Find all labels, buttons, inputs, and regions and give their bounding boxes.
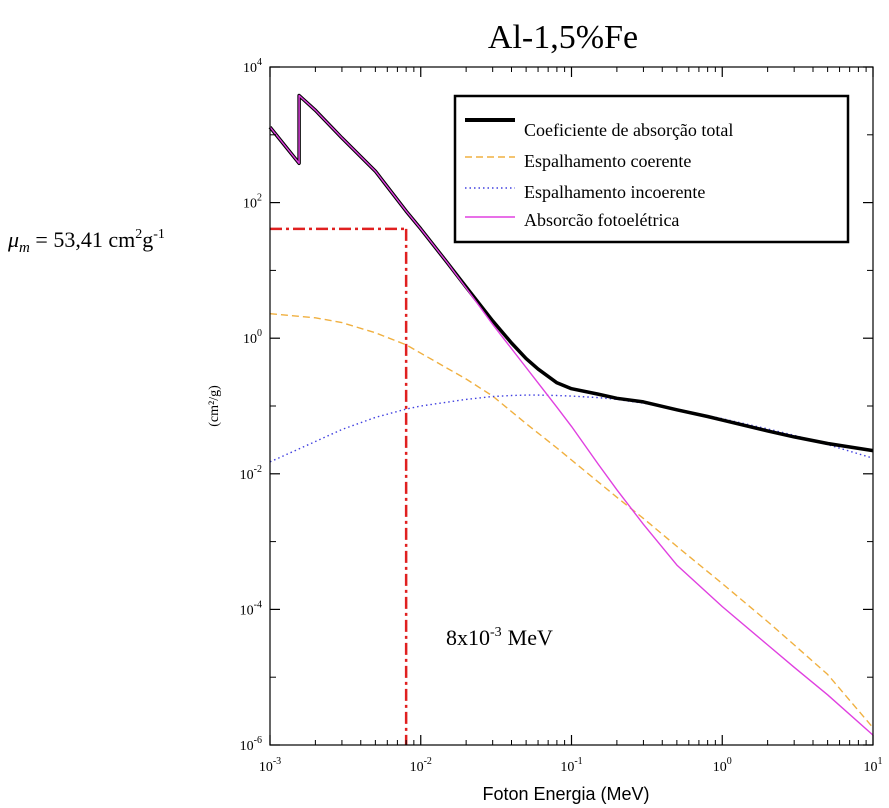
legend-box [453, 94, 850, 244]
y-tick-label: 102 [243, 193, 262, 212]
y-tick-label: 10-2 [240, 464, 262, 483]
y-axis-label-text: (cm²/g) [207, 385, 222, 427]
series-line-2 [269, 394, 874, 463]
legend-label-total: Coeficiente de absorção total [524, 120, 733, 140]
chart-title: Al-1,5%Fe [488, 19, 638, 56]
y-tick-label: 104 [243, 57, 262, 76]
legend: Coeficiente de absorção total Espalhamen… [453, 94, 850, 244]
energy-exponent: -3 [490, 625, 502, 640]
series-line-1 [269, 313, 874, 729]
x-tick-label: 10-1 [560, 756, 582, 775]
axis-ticks: 10-3 10-2 10-1 100 101 10-6 10-4 10-2 100 102 104 [240, 57, 883, 775]
energy-unit: MeV [508, 625, 553, 650]
series-line-3 [269, 94, 874, 736]
energy-annotation: 8x10-3 MeV [446, 625, 553, 650]
plot-area [268, 93, 874, 745]
x-tick-label: 101 [864, 756, 883, 775]
y-tick-label: 10-4 [240, 599, 262, 618]
x-axis-label: Foton Energia (MeV) [482, 784, 649, 804]
mu-value: 53,41 [53, 227, 103, 252]
mu-annotation: μm = 53,41 cm2g-1 [7, 227, 165, 256]
y-axis-label: (cm²/g) [207, 385, 222, 427]
legend-label-fotoeletrica: Absorcão fotoelétrica [524, 210, 679, 230]
x-tick-label: 100 [713, 756, 732, 775]
x-tick-label: 10-3 [259, 756, 281, 775]
legend-label-incoerente: Espalhamento incoerente [524, 182, 705, 202]
legend-label-coerente: Espalhamento coerente [524, 151, 691, 171]
x-tick-label: 10-2 [410, 756, 432, 775]
y-tick-label: 100 [243, 328, 262, 347]
y-tick-label: 10-6 [240, 735, 262, 754]
energy-value: 8x10 [446, 625, 490, 650]
